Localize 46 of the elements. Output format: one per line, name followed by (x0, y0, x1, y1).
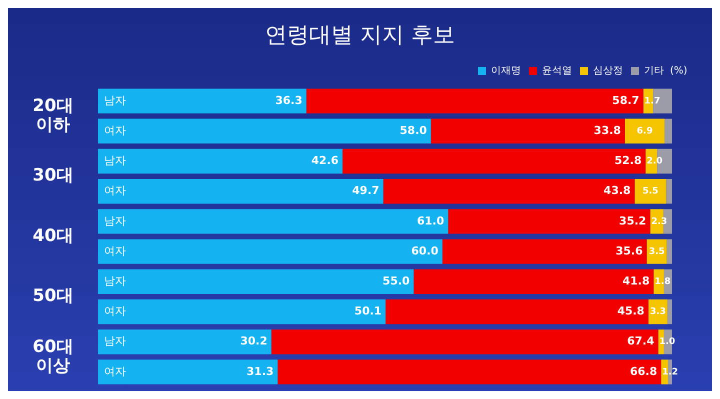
text: 20대 이하 (32, 96, 74, 136)
data-label: 1.2 (662, 367, 678, 378)
y-tick-label: 여자 (104, 304, 126, 318)
data-label: 66.8 (630, 364, 658, 378)
data-label: 6.9 (636, 126, 653, 136)
y-tick-label: 여자 (104, 124, 126, 138)
data-label: 3.5 (648, 246, 665, 257)
data-label: 42.6 (311, 154, 339, 168)
data-label: 31.3 (246, 364, 274, 378)
text: 30대 (32, 166, 74, 186)
text: 50대 (32, 286, 74, 306)
text: 60대 이상 (32, 336, 74, 376)
data-label: 35.6 (616, 244, 644, 258)
data-label: 60.0 (411, 244, 439, 258)
data-label: 30.2 (240, 334, 268, 348)
data-label: 67.4 (627, 334, 655, 348)
y-tick-label: 남자 (104, 274, 126, 288)
legend-title: (%) (670, 66, 688, 77)
data-label: 55.0 (382, 274, 410, 288)
data-label: 3.3 (650, 307, 666, 318)
chart-title: 연령대별 지지 후보 (264, 22, 456, 50)
data-label: 36.3 (275, 94, 302, 107)
y-tick-label: 여자 (104, 364, 126, 378)
data-label: 45.8 (617, 304, 644, 318)
data-label: 61.0 (417, 214, 444, 228)
data-label: 43.8 (604, 184, 631, 198)
y-tick-label: 남자 (104, 94, 126, 107)
text: 40대 (32, 226, 74, 246)
legend-label: 심상정 (593, 66, 623, 77)
data-label: 41.8 (622, 274, 650, 288)
data-label: 58.0 (400, 124, 428, 138)
y-tick-label: 남자 (104, 334, 126, 348)
data-label: 33.8 (594, 124, 621, 138)
data-label: 58.7 (612, 94, 640, 107)
legend-label: 기타 (644, 66, 664, 77)
y-tick-label: 여자 (104, 184, 126, 198)
data-label: 49.7 (352, 184, 380, 198)
y-tick-label: 남자 (104, 214, 126, 228)
data-label: 50.1 (354, 304, 382, 318)
data-label: 35.2 (619, 214, 646, 228)
y-tick-label: 남자 (104, 154, 126, 168)
data-label: 52.8 (614, 154, 642, 168)
legend-label: 이재명 (491, 66, 521, 77)
y-tick-label: 여자 (104, 244, 126, 258)
legend-label: 윤석열 (542, 66, 572, 77)
data-label: 5.5 (642, 186, 658, 197)
